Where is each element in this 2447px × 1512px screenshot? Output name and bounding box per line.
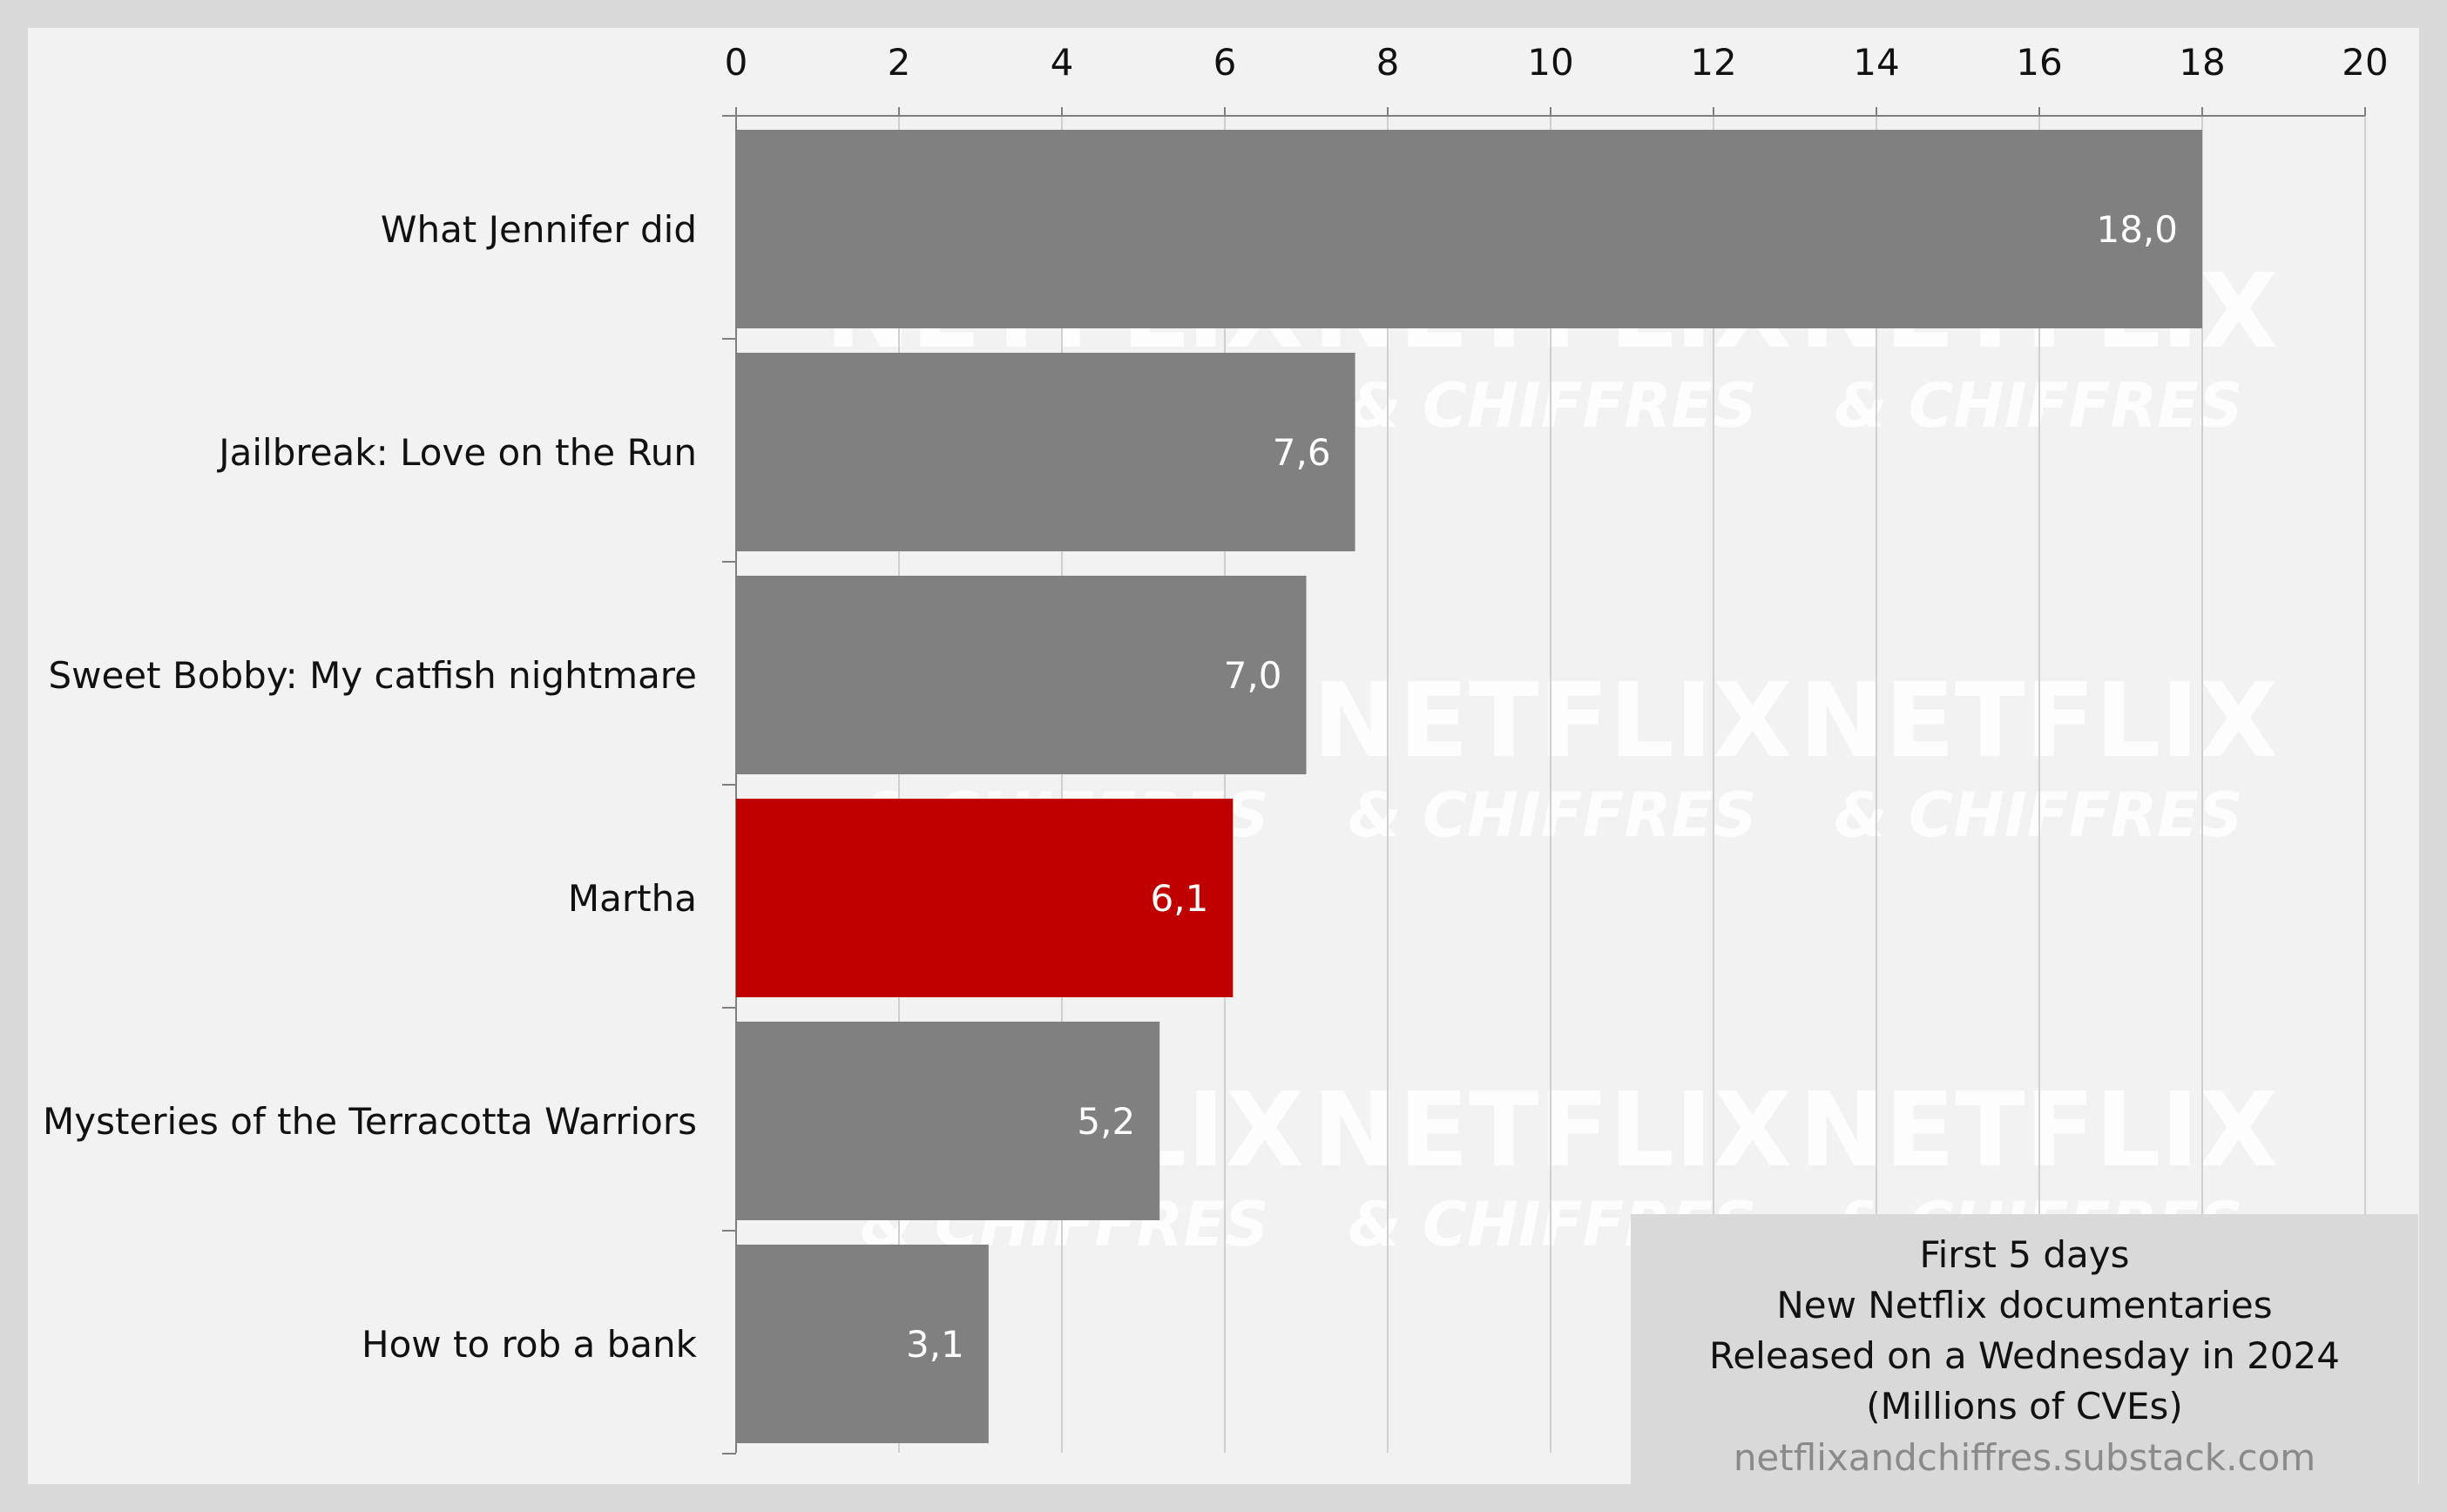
bar [736, 1245, 989, 1443]
bar [736, 576, 1307, 774]
category-label: How to rob a bank [362, 1323, 698, 1366]
bar [736, 1022, 1160, 1220]
watermark-logo-text: & CHIFFRES [1348, 780, 1756, 851]
category-label: Martha [568, 877, 697, 920]
x-tick-label: 18 [2179, 41, 2225, 84]
bar-layer [736, 130, 2202, 1443]
x-tick-label: 12 [1690, 41, 1736, 84]
bar [736, 130, 2202, 328]
x-tick-label: 10 [1527, 41, 1573, 84]
caption-line: (Millions of CVEs) [1866, 1385, 2183, 1428]
caption-line: Released on a Wednesday in 2024 [1709, 1334, 2340, 1377]
watermark-logo-text: & CHIFFRES [1348, 370, 1756, 442]
x-tick-label: 16 [2016, 41, 2062, 84]
label-layer: What Jennifer did 18,0 Jailbreak: Love on … [43, 208, 2178, 1366]
value-label: 18,0 [2096, 208, 2178, 251]
value-label: 6,1 [1151, 877, 1209, 920]
caption-line: New Netflix documentaries [1776, 1284, 2273, 1326]
caption-line: First 5 days [1919, 1233, 2130, 1276]
x-tick-label: 8 [1376, 41, 1400, 84]
axis-layer: 0 2 4 6 8 10 12 14 16 18 20 [722, 41, 2389, 1455]
watermark-logo-text: NETFLIX [1313, 1070, 1793, 1190]
bar [736, 353, 1355, 551]
category-label: Jailbreak: Love on the Run [216, 431, 697, 474]
x-tick-label: 4 [1051, 41, 1074, 84]
x-tick-label: 20 [2342, 41, 2388, 84]
bar-highlighted [736, 799, 1234, 997]
x-tick-label: 6 [1213, 41, 1237, 84]
category-label: Mysteries of the Terracotta Warriors [43, 1100, 697, 1143]
x-tick-label: 0 [725, 41, 748, 84]
source-url: netflixandchiffres.substack.com [1733, 1436, 2316, 1479]
x-tick-label: 14 [1853, 41, 1899, 84]
value-label: 7,6 [1273, 431, 1331, 474]
watermark-logo-text: NETFLIX [1313, 660, 1793, 780]
category-label: What Jennifer did [381, 208, 697, 251]
value-label: 5,2 [1077, 1100, 1135, 1143]
x-tick-label: 2 [888, 41, 911, 84]
value-label: 3,1 [906, 1323, 964, 1366]
category-label: Sweet Bobby: My catfish nightmare [48, 654, 697, 697]
value-label: 7,0 [1224, 654, 1282, 697]
caption-box: First 5 days New Netflix documentaries R… [1631, 1214, 2418, 1512]
